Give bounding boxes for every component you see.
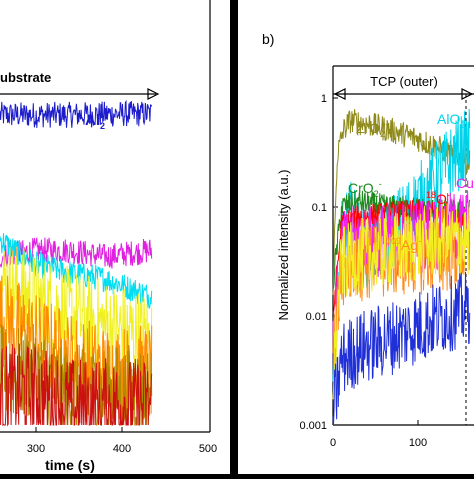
right-y-tick-label: 0.001 [299, 420, 327, 432]
right-y-tick-label: 0.1 [312, 202, 327, 214]
right-y-axis-label: Normalized intensity (a.u.) [276, 170, 291, 321]
left-x-tick-label: 300 [27, 443, 45, 455]
right-series-label-zro2: ZrO2- [356, 119, 388, 139]
left-series-line [0, 99, 153, 128]
right-y-tick-label: 1 [321, 93, 327, 105]
right-x-tick-label: 0 [330, 437, 336, 449]
left-series-line [0, 233, 153, 309]
right-region-arrow-head-left [333, 88, 346, 100]
right-x-tick-label: 100 [409, 437, 427, 449]
right-series-label-alo2: AlO2 [437, 111, 465, 130]
left-region-label: ubstrate [0, 70, 51, 85]
right-series-label-109ag: 109Ag- [386, 236, 421, 253]
right-series-line [332, 271, 471, 426]
left-x-tick-label: 500 [199, 443, 217, 455]
right-y-tick-label: 0.01 [306, 311, 327, 323]
left-series-line [0, 343, 153, 427]
left-x-tick-label: 400 [113, 443, 131, 455]
right-series-group [332, 108, 471, 426]
left-region-arrow-head [147, 88, 160, 100]
left-x-axis-label: time (s) [45, 457, 95, 473]
right-region-label: TCP (outer) [370, 74, 438, 89]
right-series-line [332, 202, 471, 400]
panel-divider [230, 0, 238, 474]
right-series-label-cu: Cu [456, 175, 474, 191]
right-series-label-cro2: CrO2- [348, 179, 382, 199]
left-series-group [0, 99, 153, 427]
right-panel-label: b) [262, 31, 274, 47]
right-region-arrow-head-right [461, 88, 474, 100]
left-series-line [0, 237, 153, 269]
right-series-label-18o: 18O- [426, 190, 450, 207]
